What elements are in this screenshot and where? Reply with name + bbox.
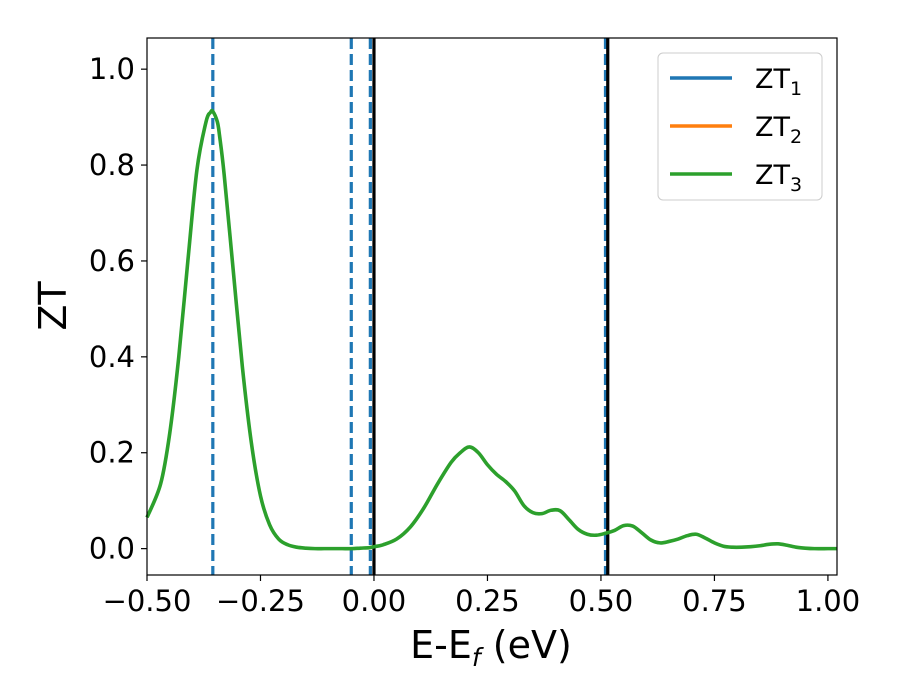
x-axis-label-base: E-E xyxy=(410,623,472,667)
legend: ZT1 ZT2 ZT3 xyxy=(657,52,823,201)
plot-frame xyxy=(146,37,838,576)
x-tick-label: −0.25 xyxy=(216,584,305,618)
series-line-0 xyxy=(145,108,837,551)
y-axis-label: ZT xyxy=(31,281,75,331)
x-tick-label: −0.50 xyxy=(103,584,192,618)
x-tick-label: 0.25 xyxy=(455,584,520,618)
legend-items: ZT1 ZT2 ZT3 xyxy=(670,64,802,196)
legend-label-2: ZT3 xyxy=(755,160,802,196)
legend-label-1: ZT2 xyxy=(755,112,802,148)
legend-box xyxy=(657,52,823,201)
x-tick-label: 0.75 xyxy=(682,584,747,618)
y-tick-label: 0.4 xyxy=(89,340,135,374)
y-tick-label: 0.0 xyxy=(89,532,135,566)
y-tick-label: 0.8 xyxy=(89,148,135,182)
x-axis-label: E-Ef (eV) xyxy=(410,623,572,672)
x-tick-label: 1.00 xyxy=(796,584,861,618)
legend-label-0: ZT1 xyxy=(755,64,802,100)
y-tick-label: 1.0 xyxy=(89,52,135,86)
x-tick-label: 0.00 xyxy=(342,584,407,618)
x-tick-label: 0.50 xyxy=(569,584,634,618)
ticks-layer: −0.50 −0.25 0.00 0.25 0.50 0.75 1.00 0.0 0.2 0.4 0… xyxy=(89,52,860,618)
y-tick-label: 0.6 xyxy=(89,244,135,278)
x-axis-label-unit: (eV) xyxy=(481,623,572,667)
vertical-lines-layer xyxy=(211,38,610,575)
series-layer xyxy=(145,108,837,551)
y-tick-label: 0.2 xyxy=(89,436,135,470)
